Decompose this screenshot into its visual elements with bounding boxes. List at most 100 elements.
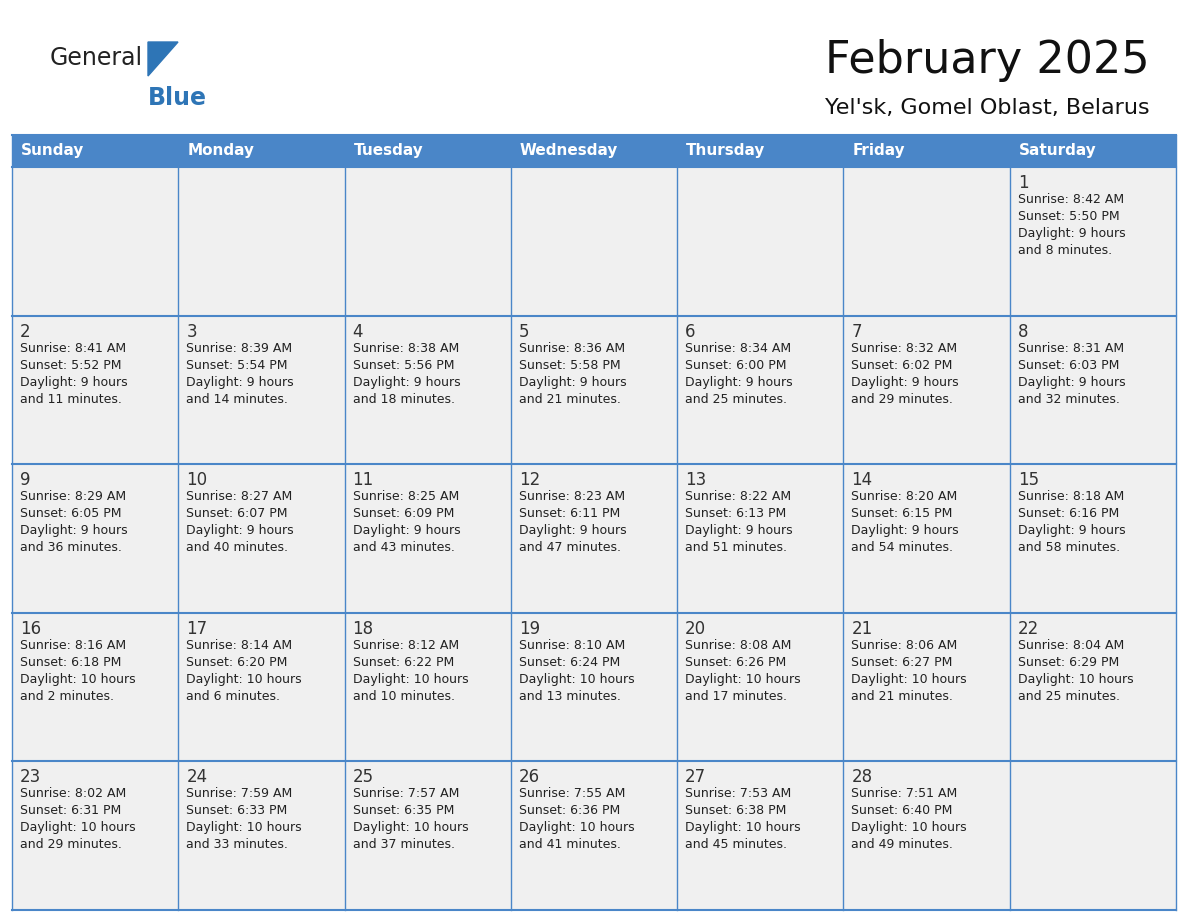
Text: February 2025: February 2025: [826, 39, 1150, 82]
Text: 17: 17: [187, 620, 208, 638]
Text: Sunrise: 8:22 AM: Sunrise: 8:22 AM: [685, 490, 791, 503]
Text: Daylight: 9 hours: Daylight: 9 hours: [685, 375, 792, 388]
Bar: [511, 465, 677, 613]
Text: and 18 minutes.: and 18 minutes.: [353, 393, 455, 406]
Text: 24: 24: [187, 768, 208, 787]
Text: Sunrise: 8:08 AM: Sunrise: 8:08 AM: [685, 639, 791, 652]
Text: 9: 9: [20, 471, 31, 489]
Bar: [345, 316, 511, 465]
Text: Sunrise: 8:27 AM: Sunrise: 8:27 AM: [187, 490, 292, 503]
Text: 16: 16: [20, 620, 42, 638]
Text: Daylight: 9 hours: Daylight: 9 hours: [187, 375, 293, 388]
Text: Daylight: 9 hours: Daylight: 9 hours: [353, 375, 460, 388]
Text: Tuesday: Tuesday: [354, 143, 423, 159]
Text: Sunrise: 8:23 AM: Sunrise: 8:23 AM: [519, 490, 625, 503]
Text: Sunrise: 8:10 AM: Sunrise: 8:10 AM: [519, 639, 625, 652]
Text: Sunrise: 8:25 AM: Sunrise: 8:25 AM: [353, 490, 459, 503]
Text: and 49 minutes.: and 49 minutes.: [852, 838, 953, 851]
Bar: [1010, 613, 1176, 761]
Text: 22: 22: [1018, 620, 1040, 638]
Text: Sunset: 5:52 PM: Sunset: 5:52 PM: [20, 359, 121, 372]
Text: Sunset: 6:40 PM: Sunset: 6:40 PM: [852, 804, 953, 817]
Text: Sunset: 5:58 PM: Sunset: 5:58 PM: [519, 359, 620, 372]
Text: 5: 5: [519, 322, 530, 341]
Bar: [677, 167, 843, 316]
Text: 10: 10: [187, 471, 208, 489]
Text: Sunset: 5:54 PM: Sunset: 5:54 PM: [187, 359, 287, 372]
Text: Sunrise: 8:39 AM: Sunrise: 8:39 AM: [187, 341, 292, 354]
Text: and 36 minutes.: and 36 minutes.: [20, 542, 122, 554]
Text: Daylight: 10 hours: Daylight: 10 hours: [20, 673, 135, 686]
Text: Sunset: 6:13 PM: Sunset: 6:13 PM: [685, 508, 786, 521]
Text: and 25 minutes.: and 25 minutes.: [685, 393, 788, 406]
Text: 2: 2: [20, 322, 31, 341]
Text: Sunrise: 8:04 AM: Sunrise: 8:04 AM: [1018, 639, 1124, 652]
Text: Sunset: 6:31 PM: Sunset: 6:31 PM: [20, 804, 121, 817]
Text: 27: 27: [685, 768, 707, 787]
Text: General: General: [50, 46, 143, 70]
Bar: [843, 316, 1010, 465]
Text: 6: 6: [685, 322, 696, 341]
Text: Daylight: 9 hours: Daylight: 9 hours: [20, 524, 127, 537]
Text: Daylight: 10 hours: Daylight: 10 hours: [20, 822, 135, 834]
Bar: [843, 761, 1010, 910]
Text: and 58 minutes.: and 58 minutes.: [1018, 542, 1120, 554]
Text: Sunset: 6:09 PM: Sunset: 6:09 PM: [353, 508, 454, 521]
Text: and 51 minutes.: and 51 minutes.: [685, 542, 788, 554]
Text: Daylight: 10 hours: Daylight: 10 hours: [353, 822, 468, 834]
Text: and 14 minutes.: and 14 minutes.: [187, 393, 289, 406]
Text: Thursday: Thursday: [687, 143, 765, 159]
Bar: [511, 613, 677, 761]
Bar: [345, 465, 511, 613]
Text: and 8 minutes.: and 8 minutes.: [1018, 244, 1112, 257]
Text: and 6 minutes.: and 6 minutes.: [187, 689, 280, 703]
Text: Sunset: 6:35 PM: Sunset: 6:35 PM: [353, 804, 454, 817]
Text: Sunrise: 8:12 AM: Sunrise: 8:12 AM: [353, 639, 459, 652]
Text: Sunrise: 8:06 AM: Sunrise: 8:06 AM: [852, 639, 958, 652]
Bar: [178, 316, 345, 465]
Bar: [12, 167, 178, 316]
Text: Sunset: 6:20 PM: Sunset: 6:20 PM: [187, 655, 287, 669]
Text: 3: 3: [187, 322, 197, 341]
Bar: [511, 167, 677, 316]
Text: Daylight: 10 hours: Daylight: 10 hours: [519, 822, 634, 834]
Text: Wednesday: Wednesday: [520, 143, 618, 159]
Text: Daylight: 10 hours: Daylight: 10 hours: [353, 673, 468, 686]
Text: Sunset: 6:02 PM: Sunset: 6:02 PM: [852, 359, 953, 372]
Bar: [677, 761, 843, 910]
Text: Sunset: 6:11 PM: Sunset: 6:11 PM: [519, 508, 620, 521]
Bar: [12, 135, 1176, 167]
Text: Sunrise: 8:42 AM: Sunrise: 8:42 AM: [1018, 193, 1124, 206]
Text: Sunrise: 7:55 AM: Sunrise: 7:55 AM: [519, 788, 625, 800]
Text: Daylight: 10 hours: Daylight: 10 hours: [852, 822, 967, 834]
Text: 15: 15: [1018, 471, 1038, 489]
Text: Sunset: 6:26 PM: Sunset: 6:26 PM: [685, 655, 786, 669]
Text: Sunset: 6:07 PM: Sunset: 6:07 PM: [187, 508, 287, 521]
Text: Sunset: 6:18 PM: Sunset: 6:18 PM: [20, 655, 121, 669]
Text: Daylight: 9 hours: Daylight: 9 hours: [1018, 524, 1125, 537]
Text: Sunrise: 8:41 AM: Sunrise: 8:41 AM: [20, 341, 126, 354]
Text: Sunset: 6:16 PM: Sunset: 6:16 PM: [1018, 508, 1119, 521]
Text: Daylight: 10 hours: Daylight: 10 hours: [852, 673, 967, 686]
Text: 8: 8: [1018, 322, 1029, 341]
Text: Daylight: 9 hours: Daylight: 9 hours: [353, 524, 460, 537]
Text: and 41 minutes.: and 41 minutes.: [519, 838, 621, 851]
Text: Daylight: 10 hours: Daylight: 10 hours: [519, 673, 634, 686]
Text: Sunrise: 8:20 AM: Sunrise: 8:20 AM: [852, 490, 958, 503]
Bar: [178, 465, 345, 613]
Bar: [843, 613, 1010, 761]
Bar: [511, 316, 677, 465]
Text: Sunrise: 7:53 AM: Sunrise: 7:53 AM: [685, 788, 791, 800]
Text: Saturday: Saturday: [1019, 143, 1097, 159]
Bar: [178, 167, 345, 316]
Text: Sunrise: 8:36 AM: Sunrise: 8:36 AM: [519, 341, 625, 354]
Bar: [1010, 761, 1176, 910]
Bar: [12, 761, 178, 910]
Text: Daylight: 9 hours: Daylight: 9 hours: [187, 524, 293, 537]
Text: Sunrise: 8:29 AM: Sunrise: 8:29 AM: [20, 490, 126, 503]
Bar: [1010, 316, 1176, 465]
Text: Daylight: 9 hours: Daylight: 9 hours: [685, 524, 792, 537]
Text: and 29 minutes.: and 29 minutes.: [20, 838, 122, 851]
Bar: [12, 613, 178, 761]
Text: Sunday: Sunday: [21, 143, 84, 159]
